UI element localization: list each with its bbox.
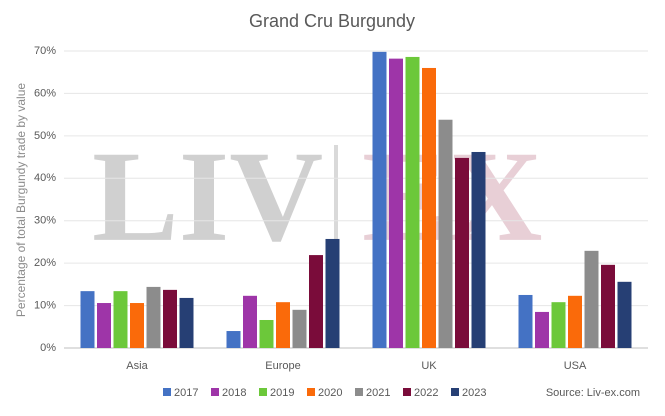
legend-label: 2023 (462, 387, 486, 399)
x-tick-label: UK (421, 360, 437, 372)
bar (471, 151, 486, 348)
watermark: LIV (92, 125, 323, 269)
bar (226, 331, 241, 348)
legend-label: 2019 (270, 387, 294, 399)
bar (163, 289, 177, 348)
legend-label: 2018 (222, 387, 246, 399)
bar (422, 67, 436, 348)
bar (80, 291, 95, 348)
bar (309, 255, 323, 348)
bar (551, 302, 566, 348)
bar (243, 295, 257, 348)
bar (601, 264, 615, 348)
chart-title: Grand Cru Burgundy (249, 11, 415, 31)
y-tick-label: 20% (34, 257, 56, 269)
y-tick-label: 70% (34, 45, 56, 57)
watermark-divider (334, 145, 338, 265)
legend-swatch (259, 388, 267, 396)
legend-label: 2022 (414, 387, 438, 399)
y-tick-label: 50% (34, 130, 56, 142)
bar (130, 303, 144, 348)
y-tick-label: 10% (34, 299, 56, 311)
bar (389, 58, 403, 348)
x-tick-label: Europe (265, 360, 300, 372)
bar (568, 295, 582, 348)
bar (146, 286, 161, 348)
y-tick-label: 0% (40, 342, 56, 354)
bar (113, 291, 128, 348)
legend-swatch (163, 388, 171, 396)
bar (535, 311, 549, 348)
legend-swatch (355, 388, 363, 396)
bar (405, 56, 420, 348)
legend-swatch (403, 388, 411, 396)
y-tick-label: 40% (34, 172, 56, 184)
bar (617, 281, 632, 348)
x-tick-label: Asia (126, 360, 148, 372)
legend-label: 2021 (366, 387, 390, 399)
y-tick-label: 60% (34, 87, 56, 99)
bar (325, 238, 340, 348)
x-tick-label: USA (564, 360, 587, 372)
legend-swatch (211, 388, 219, 396)
bar (292, 309, 307, 348)
bar (584, 250, 599, 348)
bar (259, 319, 274, 348)
legend-swatch (307, 388, 315, 396)
bar (438, 119, 453, 348)
bar (276, 302, 290, 348)
bar (372, 51, 387, 348)
source: Source: Liv-ex.com (546, 387, 640, 399)
bar (97, 303, 111, 348)
bar (455, 157, 469, 348)
legend-swatch (451, 388, 459, 396)
legend-label: 2017 (174, 387, 198, 399)
legend-label: 2020 (318, 387, 342, 399)
bar (179, 297, 194, 348)
bar (518, 294, 533, 348)
y-tick-label: 30% (34, 215, 56, 227)
y-axis-title: Percentage of total Burgundy trade by va… (14, 83, 28, 317)
